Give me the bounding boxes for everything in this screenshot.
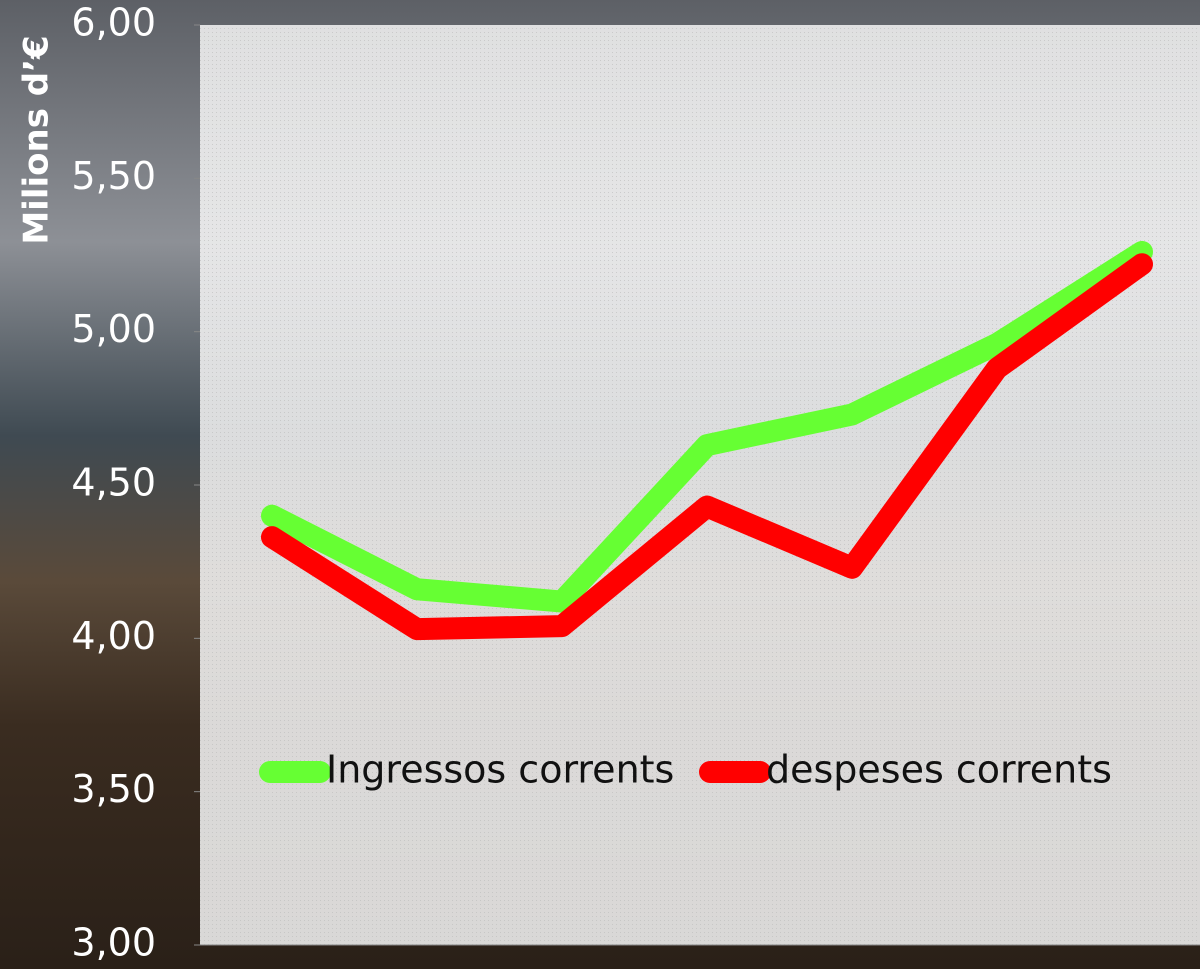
y-tick-label: 4,50 bbox=[71, 461, 156, 505]
y-axis-title: Milions d’€ bbox=[17, 35, 57, 244]
line bbox=[261, 253, 1153, 641]
legend-label: Ingressos corrents bbox=[326, 748, 674, 792]
plot-area bbox=[200, 25, 1200, 945]
y-tick-label: 4,00 bbox=[71, 614, 156, 658]
y-tick-label: 3,00 bbox=[71, 921, 156, 965]
y-tick-label: 5,00 bbox=[71, 307, 156, 351]
line bbox=[261, 240, 1153, 613]
y-tick-label: 6,00 bbox=[71, 1, 156, 45]
legend-label: despeses corrents bbox=[766, 748, 1112, 792]
y-tick-label: 3,50 bbox=[71, 767, 156, 811]
y-tick-label: 5,50 bbox=[71, 154, 156, 198]
